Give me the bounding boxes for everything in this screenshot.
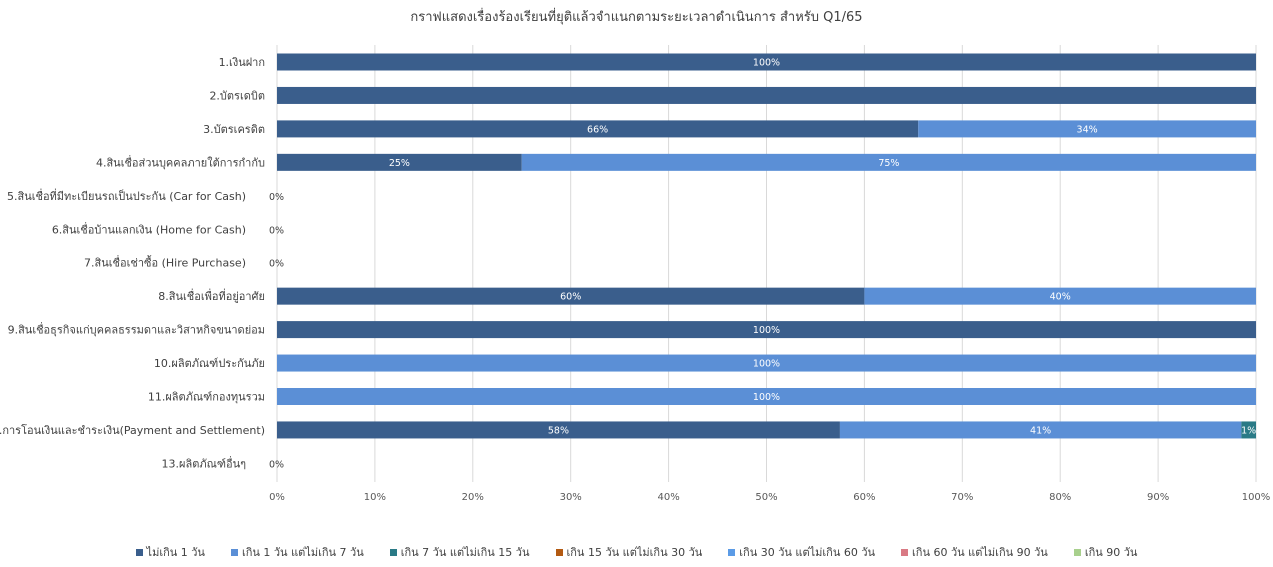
category-label: 6.สินเชื่อบ้านแลกเงิน (Home for Cash) (52, 221, 246, 236)
x-tick-label: 80% (1049, 492, 1071, 503)
category-label: 11.ผลิตภัณฑ์กองทุนรวม (148, 391, 265, 404)
zero-data-label: 0% (269, 259, 284, 270)
category-label: 4.สินเชื่อส่วนบุคคลภายใต้การกำกับ (96, 154, 265, 169)
x-tick-label: 0% (269, 492, 285, 503)
bar-segment (839, 421, 1242, 439)
bar-segment (277, 153, 522, 171)
legend-item: เกิน 30 วัน แต่ไม่เกิน 60 วัน (728, 543, 875, 561)
category-label: 12.การโอนเงินและชำระเงิน(Payment and Set… (0, 423, 265, 437)
legend-item: เกิน 1 วัน แต่ไม่เกิน 7 วัน (230, 543, 364, 561)
category-label: 8.สินเชื่อเพื่อที่อยู่อาศัย (158, 288, 265, 303)
bar-data-label: 60% (560, 292, 581, 303)
bar-segment (277, 388, 1256, 405)
category-label: 9.สินเชื่อธุรกิจแก่บุคคลธรรมดาและวิสาหกิ… (8, 322, 265, 337)
legend-item: เกิน 90 วัน (1073, 543, 1138, 561)
bar-segment (277, 53, 1256, 71)
x-tick-label: 70% (951, 492, 973, 503)
bar-data-label: 41% (1030, 425, 1051, 436)
legend-swatch (389, 548, 397, 556)
zero-data-label: 0% (269, 192, 284, 203)
bar-segment (277, 421, 840, 439)
legend-label: เกิน 7 วัน แต่ไม่เกิน 15 วัน (400, 546, 530, 559)
bar-data-label: 66% (587, 124, 608, 135)
bar-data-label: 34% (1077, 124, 1098, 135)
legend-label: เกิน 30 วัน แต่ไม่เกิน 60 วัน (739, 546, 876, 559)
x-tick-label: 20% (462, 492, 484, 503)
bar-data-label: 1% (1241, 425, 1256, 436)
bar-data-label: 100% (753, 58, 780, 69)
bar-data-label: 25% (389, 158, 410, 169)
x-tick-label: 50% (755, 492, 777, 503)
x-tick-label: 10% (364, 492, 386, 503)
zero-data-label: 0% (269, 459, 284, 470)
bar-data-label: 100% (753, 359, 780, 370)
legend-item: เกิน 60 วัน แต่ไม่เกิน 90 วัน (901, 543, 1048, 561)
legend-label: เกิน 1 วัน แต่ไม่เกิน 7 วัน (241, 546, 364, 559)
chart-title: กราฟแสดงเรื่องร้องเรียนที่ยุติแล้วจำแนกต… (410, 10, 863, 25)
bar-segment (864, 287, 1256, 305)
category-label: 10.ผลิตภัณฑ์ประกันภัย (154, 357, 265, 370)
legend-label: เกิน 15 วัน แต่ไม่เกิน 30 วัน (566, 546, 703, 559)
category-label: 3.บัตรเครดิต (203, 123, 265, 136)
bar-data-label: 100% (753, 325, 780, 336)
legend-item: เกิน 7 วัน แต่ไม่เกิน 15 วัน (389, 543, 530, 561)
legend-item: เกิน 15 วัน แต่ไม่เกิน 30 วัน (555, 543, 703, 561)
legend-swatch (728, 548, 736, 556)
bar-segment (1241, 421, 1256, 439)
bar-segment (277, 86, 1256, 104)
legend-swatch (901, 548, 909, 556)
category-label: 2.บัตรเดบิต (209, 89, 265, 102)
bar-data-label: 40% (1050, 292, 1071, 303)
chart-legend: ไม่เกิน 1 วัน เกิน 1 วัน แต่ไม่เกิน 7 วัน… (0, 543, 1273, 561)
bar-data-label: 58% (548, 425, 569, 436)
legend-swatch (135, 548, 143, 556)
bar-segment (277, 120, 919, 138)
legend-swatch (230, 548, 238, 556)
legend-item: ไม่เกิน 1 วัน (135, 543, 205, 561)
chart-plot: 0% 10% 20% 30% 40% 50% 60% 70% 80% 90% 100% 1.เงินฝ… (0, 45, 1271, 503)
category-label: 1.เงินฝาก (219, 56, 265, 69)
bar-segment (277, 321, 1256, 339)
category-label: 7.สินเชื่อเช่าซื้อ (Hire Purchase) (84, 255, 246, 270)
bar-data-label: 75% (878, 158, 899, 169)
bar-segment (918, 120, 1256, 138)
legend-swatch (555, 548, 563, 556)
x-tick-label: 30% (560, 492, 582, 503)
bar-segment (277, 354, 1256, 372)
category-label: 5.สินเชื่อที่มีทะเบียนรถเป็นประกัน (Car … (7, 188, 246, 203)
legend-label: เกิน 90 วัน (1084, 546, 1138, 559)
bar-segment (277, 287, 865, 305)
legend-swatch (1073, 548, 1081, 556)
legend-label: ไม่เกิน 1 วัน (146, 546, 205, 559)
zero-data-label: 0% (269, 225, 284, 236)
bar-data-label: 100% (753, 392, 780, 403)
legend-label: เกิน 60 วัน แต่ไม่เกิน 90 วัน (912, 546, 1048, 559)
x-tick-label: 90% (1147, 492, 1169, 503)
category-label: 13.ผลิตภัณฑ์อื่นๆ (162, 455, 247, 470)
bar-segment (521, 153, 1256, 171)
x-tick-label: 40% (657, 492, 679, 503)
x-tick-label: 60% (853, 492, 875, 503)
x-tick-label: 100% (1242, 492, 1271, 503)
